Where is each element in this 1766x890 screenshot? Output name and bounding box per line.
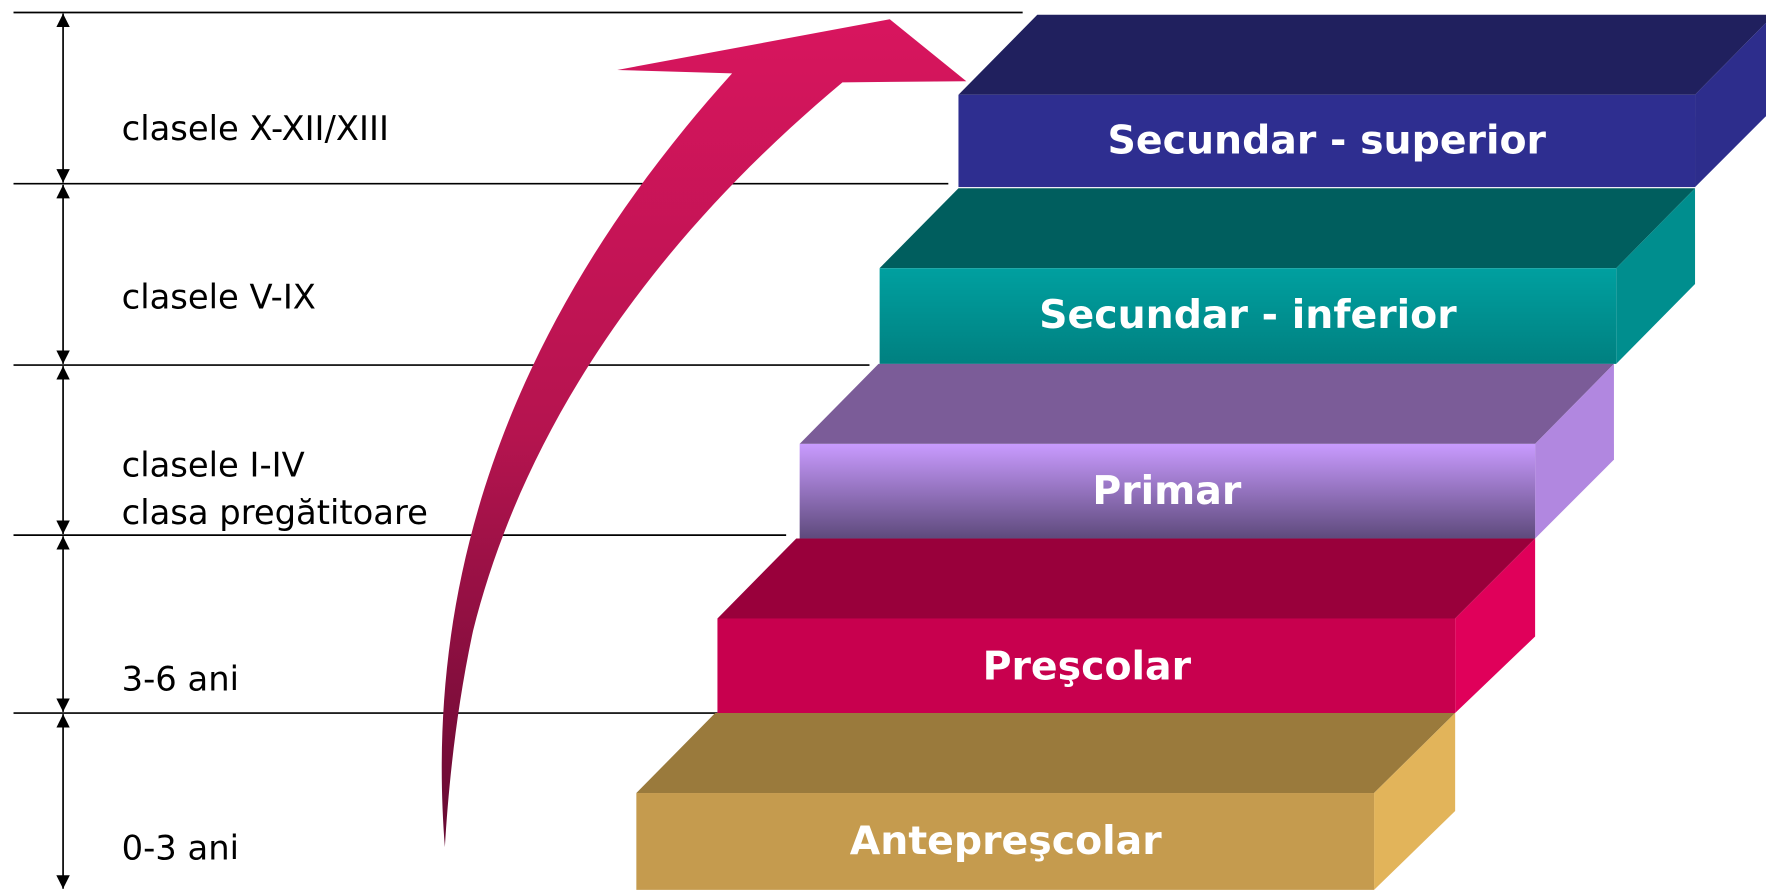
step-label: Antepreşcolar xyxy=(850,818,1162,864)
step-label: Preşcolar xyxy=(983,644,1192,690)
step-label: Secundar - inferior xyxy=(1039,292,1457,338)
step: Antepreşcolar xyxy=(636,713,1455,890)
range-label: clasele I-IV xyxy=(122,446,305,485)
range-label: 3-6 ani xyxy=(122,660,239,699)
step: Secundar - inferior xyxy=(880,188,1695,364)
diagram: clasele X-XII/XIII clasele V-IX clasele … xyxy=(0,0,1766,890)
step-label: Secundar - superior xyxy=(1108,118,1547,164)
range-label: 0-3 ani xyxy=(122,828,239,867)
page: clasele X-XII/XIII clasele V-IX clasele … xyxy=(0,0,1766,890)
step-label: Primar xyxy=(1092,468,1241,514)
range-label: clasele X-XII/XIII xyxy=(122,109,389,148)
range-label: clasa pregătitoare xyxy=(122,493,428,532)
range-label: clasele V-IX xyxy=(122,278,316,317)
step: Primar xyxy=(800,364,1614,539)
step: Secundar - superior xyxy=(958,15,1766,187)
step: Preşcolar xyxy=(717,538,1535,713)
